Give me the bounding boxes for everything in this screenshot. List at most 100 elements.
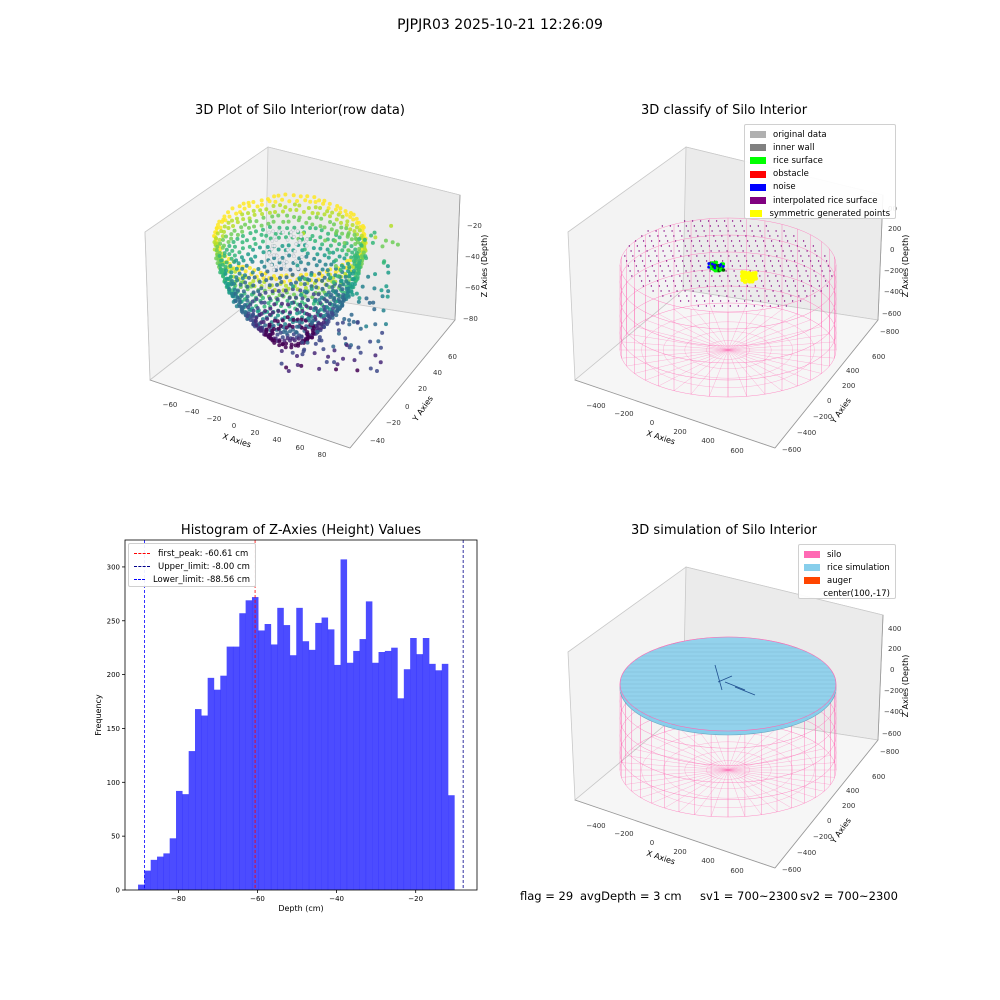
interpolated-point <box>683 220 686 222</box>
raw-point <box>354 291 359 296</box>
raw-point <box>359 243 364 248</box>
interpolated-point <box>750 250 752 252</box>
raw-point <box>297 310 302 315</box>
raw-point <box>332 238 337 243</box>
interpolated-point <box>640 280 643 282</box>
raw-point <box>260 212 265 217</box>
legend-swatch <box>750 131 766 139</box>
raw-point <box>247 266 252 271</box>
interpolated-point <box>670 295 672 297</box>
raw-point <box>318 326 323 331</box>
interpolated-point <box>769 305 772 307</box>
raw-point <box>259 202 264 207</box>
histogram-bar <box>195 709 202 890</box>
raw-point <box>232 228 237 233</box>
interpolated-point <box>719 275 721 277</box>
raw-point <box>328 219 333 224</box>
raw-point <box>300 340 305 345</box>
rice-surface-point <box>718 267 723 272</box>
interpolated-point <box>711 275 713 277</box>
interpolated-point <box>825 260 828 262</box>
legend-label: Upper_limit: -8.00 cm <box>158 561 250 572</box>
interpolated-point <box>755 265 758 267</box>
interpolated-point <box>674 285 677 287</box>
raw-point <box>385 264 390 269</box>
raw-point <box>235 278 240 283</box>
silo-floor-spoke <box>658 349 729 387</box>
interpolated-point <box>767 275 769 277</box>
raw-point <box>283 192 288 197</box>
interpolated-point <box>713 305 716 307</box>
raw-point <box>312 351 317 356</box>
raw-point <box>220 262 225 267</box>
raw-point <box>326 290 331 295</box>
interpolated-point <box>663 275 665 277</box>
x-tick-label: −60 <box>250 895 265 903</box>
raw-point <box>254 323 259 328</box>
raw-point <box>334 305 339 310</box>
silo-floor-spoke <box>631 748 729 771</box>
raw-point <box>265 316 270 321</box>
raw-point <box>329 262 334 267</box>
legend-label: Lower_limit: -88.56 cm <box>152 574 250 585</box>
raw-point <box>290 272 295 277</box>
interpolated-point <box>727 230 729 232</box>
interpolated-point <box>668 245 671 247</box>
raw-point <box>295 362 300 367</box>
classify-interpolated-grid <box>624 220 833 307</box>
interpolated-point <box>697 260 700 262</box>
raw-point <box>259 300 264 305</box>
interpolated-point <box>725 270 727 272</box>
raw-point <box>287 338 292 343</box>
interpolated-point <box>783 300 786 302</box>
raw-point <box>332 360 337 365</box>
raw-point <box>303 267 308 272</box>
raw-point <box>281 230 285 235</box>
interpolated-point <box>738 285 741 287</box>
sim-x-axis-label: X Axies <box>645 849 676 867</box>
raw-point <box>330 285 335 290</box>
raw-point <box>283 345 288 350</box>
raw-point <box>276 308 281 313</box>
interpolated-point <box>760 280 763 282</box>
raw-point <box>292 202 297 207</box>
interpolated-point <box>725 225 728 227</box>
raw-point <box>261 215 266 220</box>
raw-point <box>383 238 388 243</box>
raw-point <box>253 229 258 234</box>
silo-floor-spoke <box>651 769 729 804</box>
interpolated-point <box>799 300 802 302</box>
raw-point <box>262 304 267 309</box>
sim-ytick: 200 <box>842 802 855 810</box>
silo-floor-spoke <box>727 349 747 397</box>
interpolated-point <box>761 235 763 237</box>
raw-point <box>371 300 376 305</box>
raw-point <box>322 212 327 217</box>
legend-item: inner wall <box>750 141 890 154</box>
histogram-frame <box>124 539 478 891</box>
raw-point <box>353 247 358 252</box>
interpolated-point <box>731 220 734 222</box>
interpolated-point <box>642 240 645 242</box>
raw-point <box>342 297 347 302</box>
raw-point <box>234 211 239 216</box>
raw-z-axis-label: Z Axies (Depth) <box>480 235 489 298</box>
raw-point <box>250 299 255 304</box>
raw-ztick: −40 <box>465 253 480 261</box>
legend-swatch <box>804 591 816 598</box>
raw-point <box>309 272 314 277</box>
raw-point <box>310 335 315 340</box>
interpolated-point <box>798 250 800 252</box>
y-tick-label: 0 <box>116 887 120 895</box>
interpolated-point <box>763 265 766 267</box>
interpolated-point <box>785 305 788 307</box>
raw-point <box>327 201 332 206</box>
raw-point <box>320 242 325 247</box>
raw-point <box>234 304 239 309</box>
raw-point <box>326 314 331 319</box>
raw-point <box>353 253 358 258</box>
raw-ytick: 20 <box>418 385 427 393</box>
classify-ztick: −800 <box>880 328 899 336</box>
sim-ztick: −200 <box>884 687 903 695</box>
raw-point <box>313 299 318 304</box>
